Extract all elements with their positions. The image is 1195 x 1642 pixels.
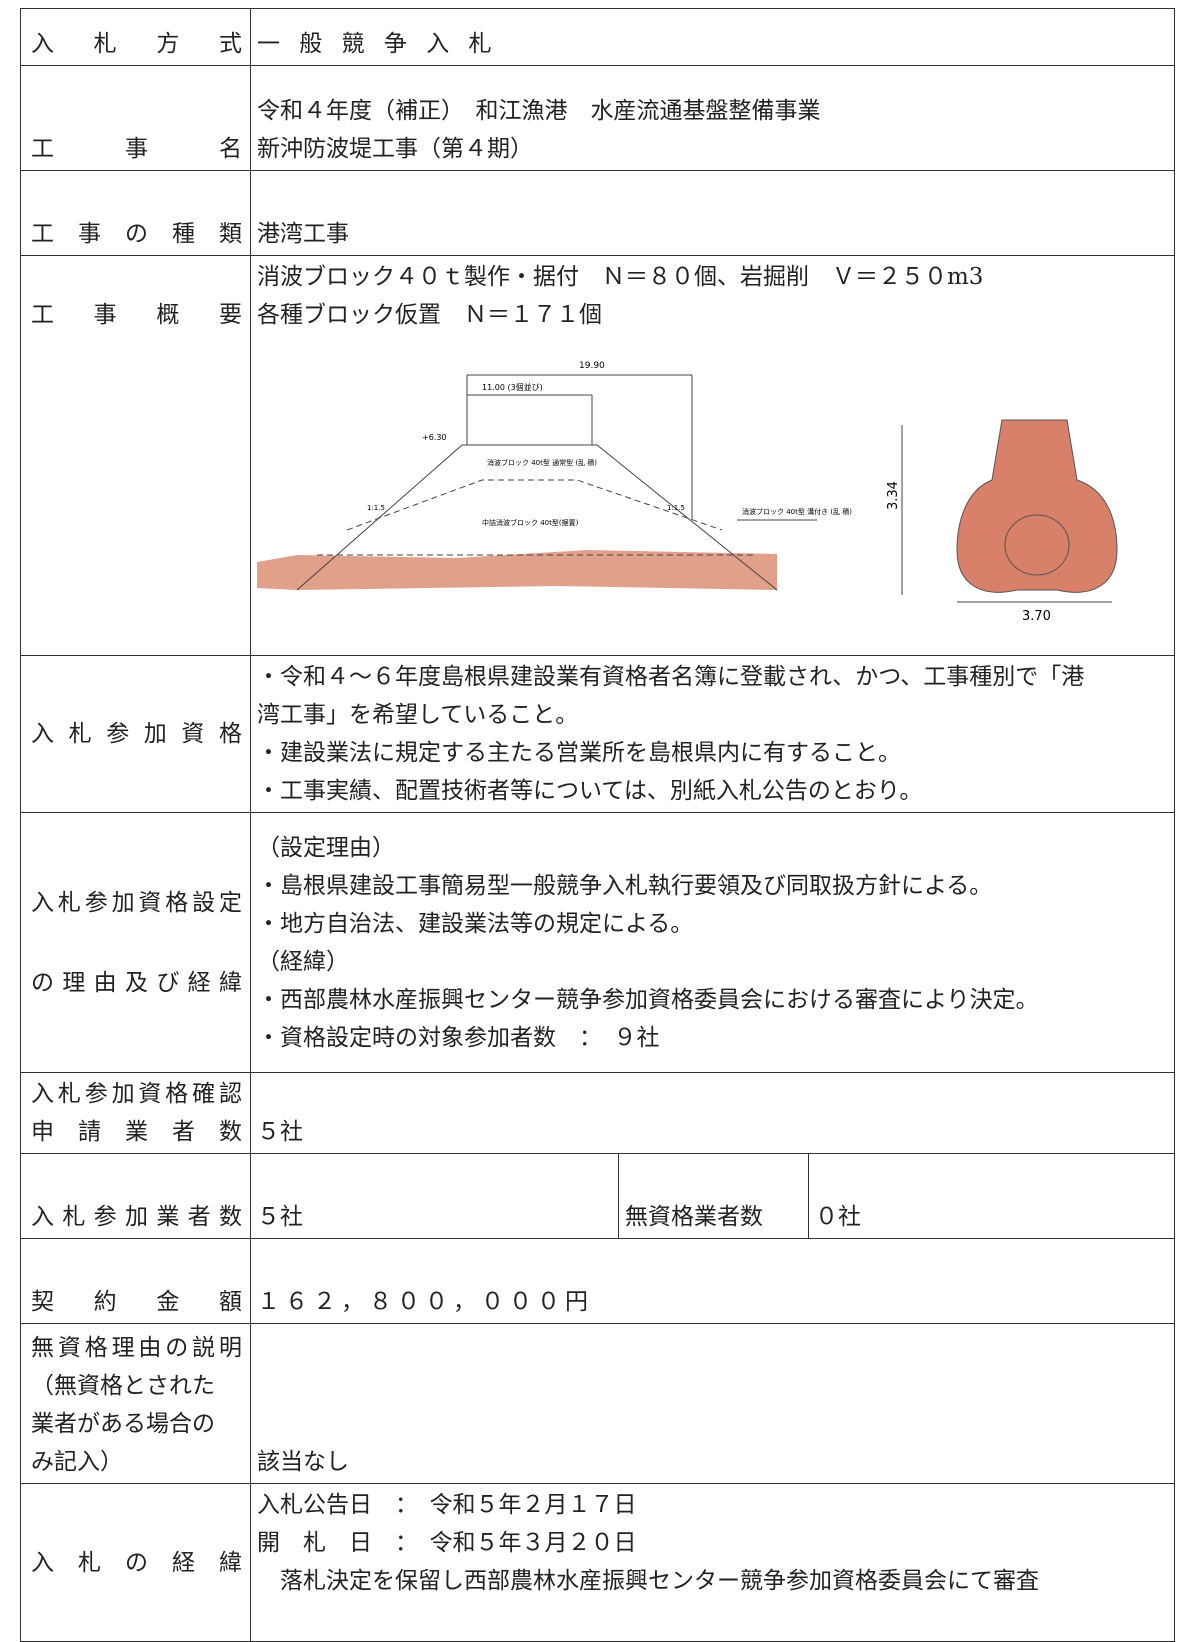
row-value: 該当なし — [250, 1323, 1175, 1484]
table-row: 入札参加業者数 ５社 無資格業者数 ０社 — [20, 1153, 1175, 1239]
value-line: 港湾工事 — [257, 221, 349, 247]
value-line: 開 札 日 ： 令和５年３月２０日 — [257, 1530, 637, 1556]
value-line: 新沖防波堤工事（第４期） — [257, 136, 533, 162]
value-line: ５社 — [257, 1119, 303, 1145]
value-line: 湾工事」を希望していること。 — [257, 702, 579, 728]
row-label: 無資格理由の説明 （無資格とされた 業者がある場合の み記入） — [20, 1323, 251, 1484]
table-row: 契約金額 １６２，８００，０００円 — [20, 1238, 1175, 1324]
drawing-label: 1:1.5 — [367, 504, 385, 512]
row-value: 入札公告日 ： 令和５年２月１７日開 札 日 ： 令和５年３月２０日 落札決定を… — [250, 1483, 1175, 1642]
value-line: 落札決定を保留し西部農林水産振興センター競争参加資格委員会にて審査 — [257, 1568, 1039, 1594]
label-line: 無資格理由の説明 — [31, 1335, 242, 1361]
row-label: 入札参加業者数 — [20, 1153, 251, 1239]
table-row: 無資格理由の説明 （無資格とされた 業者がある場合の み記入） 該当なし — [20, 1323, 1175, 1484]
value-line: （経緯） — [257, 948, 349, 975]
block-detail — [1004, 514, 1070, 576]
value-line: 一 般 競 争 入 札 — [257, 31, 498, 57]
drawing-label: 19.90 — [579, 361, 605, 371]
value-line: ・令和４〜６年度島根県建設業有資格者名簿に登載され、かつ、工事種別で「港 — [257, 664, 1085, 690]
value-line: ５社 — [257, 1204, 303, 1230]
value-line: ・地方自治法、建設業法等の規定による。 — [257, 910, 694, 937]
sub-value: ０社 — [808, 1153, 1175, 1239]
seabed — [257, 550, 777, 590]
row-label: 入札参加資格設定 の理由及び経緯 — [20, 812, 251, 1073]
value-line: ・島根県建設工事簡易型一般競争入札執行要領及び同取扱方針による。 — [257, 872, 993, 899]
label-line: 工事名 — [31, 136, 242, 162]
label-line: 入札の経緯 — [31, 1549, 242, 1576]
label-line: 工事概要 — [31, 302, 242, 328]
value-line: 消波ブロック４０ｔ製作・据付 Ｎ＝８０個、岩掘削 Ｖ＝２５０m3 — [257, 264, 984, 290]
value-line: 該当なし — [257, 1449, 349, 1475]
table-row: 工事概要 消波ブロック４０ｔ製作・据付 Ｎ＝８０個、岩掘削 Ｖ＝２５０m3 各種ブロ… — [20, 255, 1175, 656]
value-line: ・工事実績、配置技術者等については、別紙入札公告のとおり。 — [257, 778, 923, 804]
row-value: ５社 — [250, 1072, 1175, 1154]
table-row: 入札の経緯 入札公告日 ： 令和５年２月１７日開 札 日 ： 令和５年３月２０日 … — [20, 1483, 1175, 1642]
table-row: 入札参加資格設定 の理由及び経緯 （設定理由） ・島根県建設工事簡易型一般競争入札執行… — [20, 812, 1175, 1073]
value-line: 各種ブロック仮置 Ｎ＝１７１個 — [257, 302, 602, 328]
row-value: ５社 — [250, 1153, 619, 1239]
cross-section-drawing: 19.90 11.00 (3個並び) +6.30 消波ブロック 40t型 通常型 (乱… — [257, 361, 1118, 624]
label-line: （無資格とされた — [31, 1373, 215, 1399]
label-line: 入札参加資格確認 — [31, 1081, 242, 1107]
row-value: ・令和４〜６年度島根県建設業有資格者名簿に登載され、かつ、工事種別で「港 湾工事」… — [250, 655, 1175, 813]
label-line: 入札方式 — [31, 31, 242, 57]
value-line: ・資格設定時の対象参加者数 ： ９社 — [257, 1024, 660, 1051]
label-line: 契約金額 — [31, 1289, 242, 1315]
row-label: 契約金額 — [20, 1238, 251, 1324]
drawing-label: +6.30 — [422, 433, 447, 442]
value-line: 令和４年度（補正） 和江漁港 水産流通基盤整備事業 — [257, 98, 821, 124]
value-line: （設定理由） — [257, 834, 395, 861]
row-value: 令和４年度（補正） 和江漁港 水産流通基盤整備事業 新沖防波堤工事（第４期） — [250, 65, 1175, 171]
label-line: 入札参加資格設定 — [31, 889, 242, 916]
drawing-label: 1:1.5 — [667, 504, 685, 512]
row-label: 工事概要 — [20, 255, 251, 656]
inner-dashed — [346, 479, 723, 531]
row-value: １６２，８００，０００円 — [250, 1238, 1175, 1324]
label-line: 工事の種類 — [31, 221, 242, 247]
label-line: み記入） — [31, 1449, 123, 1475]
row-value: 消波ブロック４０ｔ製作・据付 Ｎ＝８０個、岩掘削 Ｖ＝２５０m3 各種ブロック仮置… — [250, 255, 1175, 656]
value-line: １６２，８００，０００円 — [257, 1289, 593, 1315]
label-line: 無資格業者数 — [625, 1204, 763, 1230]
table-row: 工事の種類 港湾工事 — [20, 170, 1175, 256]
row-label: 入札参加資格 — [20, 655, 251, 813]
drawing-label: 消波ブロック 40t型 通常型 (乱 積) — [487, 458, 597, 467]
table-row: 工事名 令和４年度（補正） 和江漁港 水産流通基盤整備事業 新沖防波堤工事（第４期） — [20, 65, 1175, 171]
label-line: の理由及び経緯 — [31, 969, 242, 996]
label-line: 入札参加業者数 — [31, 1204, 242, 1230]
label-line: 入札参加資格 — [31, 721, 242, 747]
row-label: 入札参加資格確認 申請業者数 — [20, 1072, 251, 1154]
sub-label: 無資格業者数 — [618, 1153, 809, 1239]
value-line: ・建設業法に規定する主たる営業所を島根県内に有すること。 — [257, 740, 901, 766]
row-label: 入札の経緯 — [20, 1483, 251, 1642]
drawing-label: 3.70 — [1022, 609, 1051, 624]
label-line: 申請業者数 — [31, 1119, 242, 1145]
row-label: 入札方式 — [20, 8, 251, 66]
info-table: 入札方式一 般 競 争 入 札工事名 令和４年度（補正） 和江漁港 水産流通基盤整… — [20, 8, 1175, 1642]
row-value: （設定理由） ・島根県建設工事簡易型一般競争入札執行要領及び同取扱方針による。 ・地… — [250, 812, 1175, 1073]
table-row: 入札参加資格 ・令和４〜６年度島根県建設業有資格者名簿に登載され、かつ、工事種別で… — [20, 655, 1175, 813]
value-line: ０社 — [815, 1204, 861, 1230]
table-row: 入札参加資格確認 申請業者数 ５社 — [20, 1072, 1175, 1154]
value-line: ・西部農林水産振興センター競争参加資格委員会における審査により決定。 — [257, 986, 1039, 1013]
table-row: 入札方式一 般 競 争 入 札 — [20, 8, 1175, 66]
value-line: 入札公告日 ： 令和５年２月１７日 — [257, 1492, 637, 1518]
row-value: 一 般 競 争 入 札 — [250, 8, 1175, 66]
drawing-label: 3.34 — [886, 481, 901, 510]
drawing-label: 消波ブロック 40t型 溝付き (乱 積) — [742, 507, 852, 516]
row-label: 工事の種類 — [20, 170, 251, 256]
row-label: 工事名 — [20, 65, 251, 171]
drawing-label: 11.00 (3個並び) — [482, 382, 543, 392]
drawing-label: 中詰消波ブロック 40t型(据置) — [482, 518, 579, 527]
armor-block — [956, 419, 1118, 593]
label-line: 業者がある場合の — [31, 1411, 215, 1437]
row-value: 港湾工事 — [250, 170, 1175, 256]
